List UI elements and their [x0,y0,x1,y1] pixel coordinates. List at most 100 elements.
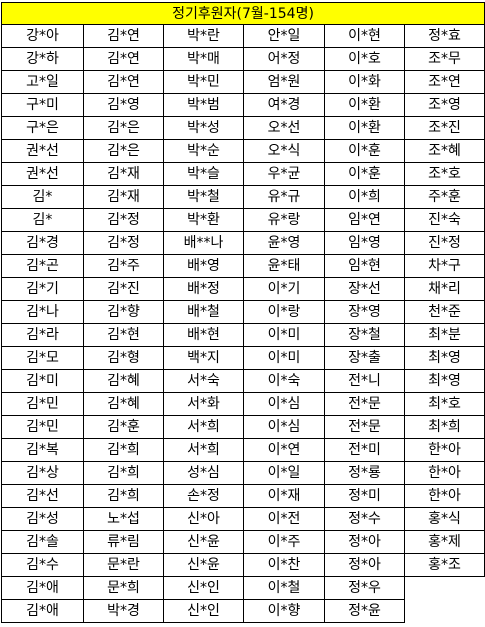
donor-name-cell: 여*경 [243,93,325,117]
donor-name-cell: 전*미 [324,438,405,462]
donor-name-cell: 김*곤 [1,254,84,278]
donor-name-cell: 홍*제 [403,530,485,554]
donor-name-cell: 한*아 [403,484,485,508]
donor-name-cell: 이*향 [243,599,325,623]
donor-name-cell: 신*윤 [163,553,244,577]
donor-name-cell: 김*라 [1,323,84,347]
table-row: 강*하 김*연 박*매 어*정 이*호 조*무 [1,47,485,71]
donor-name-cell: 김*미 [1,369,84,393]
donor-name-cell: 김*주 [83,254,164,278]
donor-name-cell: 정*아 [324,530,405,554]
donor-name-cell: 신*윤 [163,530,244,554]
donor-name-cell: 정*효 [403,24,485,48]
donor-name-cell: 권*선 [1,162,84,186]
donor-name-cell: 안*일 [243,24,325,48]
table-row: 김*나 김*향 배*철 이*랑 장*영 천*준 [1,300,485,324]
donor-name-cell: 노*섭 [83,507,164,531]
donor-name-cell: 김*복 [1,438,84,462]
donor-name-cell: 서*희 [163,415,244,439]
donor-name-cell: 김*모 [1,346,84,370]
donor-name-cell: 이*일 [243,461,325,485]
donor-name-cell: 류*림 [83,530,164,554]
donor-name-cell: 전*문 [324,392,405,416]
donor-name-cell: 서*숙 [163,369,244,393]
donor-name-cell: 채*리 [403,277,485,301]
donor-name-cell: 문*란 [83,553,164,577]
donor-name-cell: 손*정 [163,484,244,508]
table-row: 김*라 김*현 배*현 이*미 장*철 최*분 [1,323,485,347]
donor-name-cell: 김*희 [83,461,164,485]
donor-name-cell: 장*출 [324,346,405,370]
donor-name-cell: 김*솔 [1,530,84,554]
donor-name-cell: 이*연 [243,438,325,462]
donor-name-cell: 김* [1,208,84,232]
table-row: 강*아 김*연 박*란 안*일 이*현 정*효 [1,24,485,48]
donor-name-cell: 이*전 [243,507,325,531]
donor-name-cell: 이*호 [324,47,405,71]
donor-name-cell: 천*준 [403,300,485,324]
donor-name-cell: 강*하 [1,47,84,71]
donor-name-cell: 조*연 [403,70,485,94]
table-row: 김*복 김*희 서*희 이*연 전*미 한*아 [1,438,485,462]
table-row: 김*모 김*형 백*지 이*미 장*출 최*영 [1,346,485,370]
donor-name-cell: 이*훈 [324,162,405,186]
table-row: 김*기 김*진 배*정 이*기 장*선 채*리 [1,277,485,301]
donor-name-cell: 김*민 [1,415,84,439]
donor-name-cell: 권*선 [1,139,84,163]
donor-name-cell: 전*니 [324,369,405,393]
donor-name-cell: 이*미 [243,323,325,347]
donor-name-cell: 박*경 [83,599,164,623]
donor-name-cell: 이*훈 [324,139,405,163]
donor-name-cell: 김*애 [1,599,84,623]
donor-name-cell: 배*철 [163,300,244,324]
donor-name-cell: 김*기 [1,277,84,301]
table-row: 권*선 김*은 박*순 오*식 이*훈 조*혜 [1,139,485,163]
table-row: 권*선 김*재 박*슬 우*균 이*훈 조*호 [1,162,485,186]
donor-name-cell: 김*상 [1,461,84,485]
donor-name-cell: 박*환 [163,208,244,232]
donor-name-cell: 장*영 [324,300,405,324]
donor-name-cell: 배*정 [163,277,244,301]
donor-name-cell: 구*은 [1,116,84,140]
donor-name-cell: 김*은 [83,139,164,163]
donor-name-cell: 김*나 [1,300,84,324]
donor-name-cell: 임*연 [324,208,405,232]
donor-name-cell: 김*정 [83,208,164,232]
table-row: 김* 김*재 박*철 유*규 이*희 주*훈 [1,185,485,209]
donor-name-cell: 윤*태 [243,254,325,278]
donor-name-cell: 김*영 [83,93,164,117]
donor-name-cell: 주*훈 [403,185,485,209]
donor-name-cell: 조*영 [403,93,485,117]
donor-name-cell: 배**나 [163,231,244,255]
donor-name-cell: 김*연 [83,47,164,71]
donor-name-cell: 정*아 [324,553,405,577]
donor-name-cell: 고*일 [1,70,84,94]
donor-name-cell: 장*선 [324,277,405,301]
table-row: 김*성 노*섭 신*아 이*전 정*수 홍*식 [1,507,485,531]
table-row: 김*수 문*란 신*윤 이*찬 정*아 홍*조 [1,553,485,577]
donor-name-cell: 진*숙 [403,208,485,232]
table-row: 김*민 김*혜 서*화 이*심 전*문 최*호 [1,392,485,416]
donor-name-cell: 최*호 [403,392,485,416]
donor-name-cell: 신*아 [163,507,244,531]
donor-name-cell: 박*란 [163,24,244,48]
table-row: 김*솔 류*림 신*윤 이*주 정*아 홍*제 [1,530,485,554]
donor-name-cell: 이*랑 [243,300,325,324]
donor-name-cell: 김* [1,185,84,209]
donor-name-cell: 한*아 [403,438,485,462]
donor-name-cell: 박*슬 [163,162,244,186]
table-row: 김*민 김*훈 서*희 이*심 전*문 최*희 [1,415,485,439]
donor-name-cell: 김*재 [83,162,164,186]
donor-name-cell: 박*민 [163,70,244,94]
donor-name-cell: 김*성 [1,507,84,531]
donor-name-cell: 어*정 [243,47,325,71]
donor-name-cell: 김*선 [1,484,84,508]
donor-name-cell: 김*현 [83,323,164,347]
donor-name-cell: 박*매 [163,47,244,71]
donor-name-cell: 임*영 [324,231,405,255]
table-row: 김*선 김*희 손*정 이*재 정*미 한*아 [1,484,485,508]
donor-name-cell: 김*진 [83,277,164,301]
empty-cell [405,577,485,600]
donor-name-cell: 조*혜 [403,139,485,163]
